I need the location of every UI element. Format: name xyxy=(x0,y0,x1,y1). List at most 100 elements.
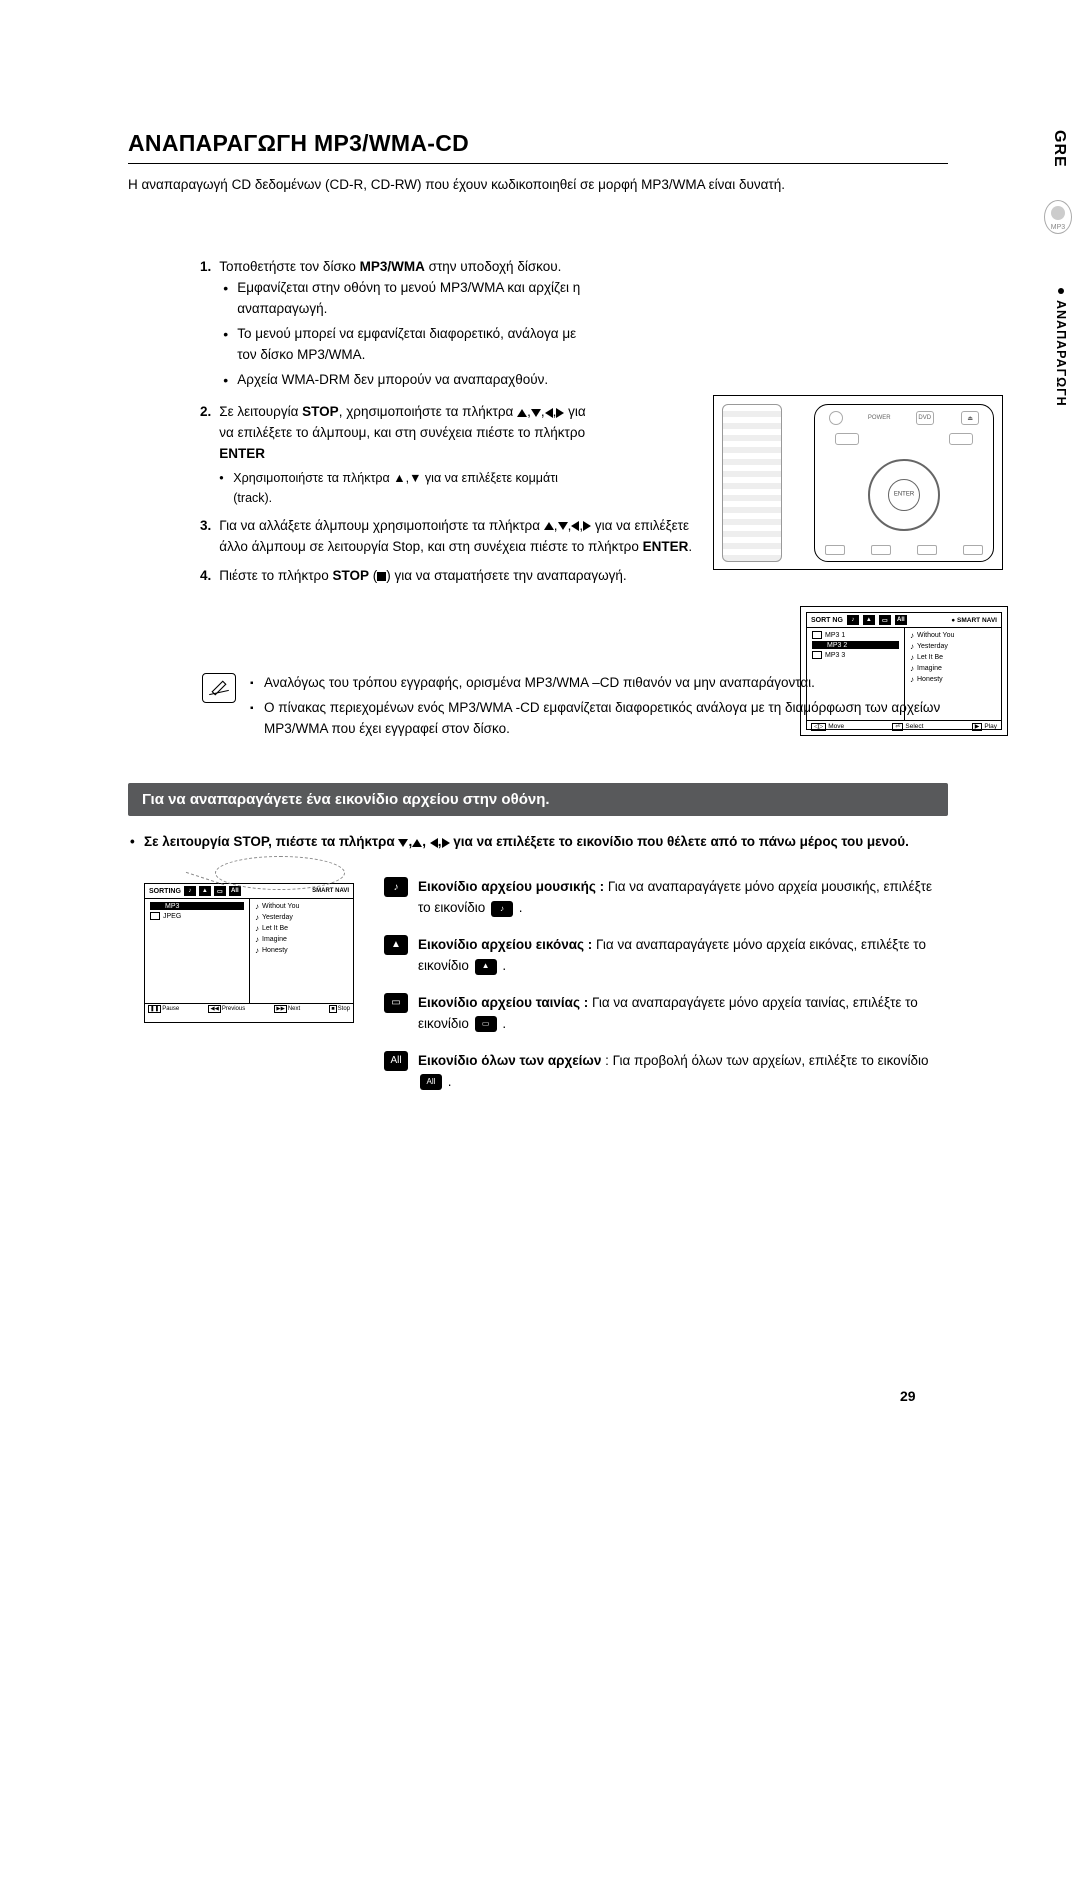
step-1: 1. Τοποθετήστε τον δίσκο MP3/WMA στην υπ… xyxy=(200,257,588,395)
remote-button xyxy=(917,545,937,555)
all-files-icon: All xyxy=(229,886,241,896)
remote-mini-icon xyxy=(722,404,782,562)
list-item: MP3 1 xyxy=(825,632,845,639)
image-file-icon: ▲ xyxy=(863,615,875,625)
list-item: Without You xyxy=(262,903,299,910)
list-item: Let It Be xyxy=(917,654,943,661)
note-item: Ο πίνακας περιεχομένων ενός MP3/WMA -CD … xyxy=(250,698,948,740)
step-text: , χρησιμοποιήστε τα πλήκτρα xyxy=(339,404,517,419)
remote-diagram: POWER DVD ⏏ ENTER xyxy=(713,395,1003,570)
list-item: Yesterday xyxy=(262,914,293,921)
step-text: Σε λειτουργία xyxy=(219,404,302,419)
remote-power-button xyxy=(829,411,843,425)
step-text: Πιέστε το πλήκτρο xyxy=(219,568,332,583)
step-number: 1. xyxy=(200,257,211,395)
step-2: 2. Σε λειτουργία STOP, χρησιμοποιήστε τα… xyxy=(200,402,588,508)
down-arrow-icon xyxy=(558,522,568,530)
remote-label: POWER xyxy=(870,411,888,425)
list-item: MP3 2 xyxy=(827,642,847,649)
down-arrow-icon xyxy=(398,839,408,847)
music-file-icon: ♪ xyxy=(184,886,196,896)
list-item: Let It Be xyxy=(262,925,288,932)
step-bullet: Το μενού μπορεί να εμφανίζεται διαφορετι… xyxy=(223,324,588,366)
note-icon: ♪ xyxy=(910,642,914,651)
step-bold: ENTER xyxy=(219,446,265,461)
step-bullet: Εμφανίζεται στην οθόνη το μενού MP3/WMA … xyxy=(223,278,588,320)
sub-instruction: Σε λειτουργία STOP, πιέστε τα πλήκτρα ,,… xyxy=(128,832,948,853)
remote-closeup: POWER DVD ⏏ ENTER xyxy=(814,404,994,562)
up-arrow-icon xyxy=(517,409,527,417)
up-arrow-icon xyxy=(544,522,554,530)
right-arrow-icon xyxy=(583,521,591,531)
left-arrow-icon xyxy=(571,521,579,531)
foot-label: Stop xyxy=(338,1006,350,1012)
remote-dpad: ENTER xyxy=(868,459,940,531)
note-icon: ♪ xyxy=(255,935,259,944)
icon-def-music: ♪ Εικονίδιο αρχείου μουσικής : Για να αν… xyxy=(384,877,948,919)
remote-eject-button: ⏏ xyxy=(961,411,979,425)
step-sub-bullet: Χρησιμοποιήστε τα πλήκτρα ▲,▼ για να επι… xyxy=(219,469,588,508)
list-item: MP3 xyxy=(165,903,179,910)
step-number: 4. xyxy=(200,566,211,587)
smart-navi-label: SMART NAVI xyxy=(312,888,349,894)
step-4: 4. Πιέστε το πλήκτρο STOP () για να σταμ… xyxy=(200,566,720,587)
step-text: ) για να σταματήσετε την αναπαραγωγή. xyxy=(386,568,626,583)
step-bold: STOP xyxy=(332,568,369,583)
all-files-icon: All xyxy=(895,615,907,625)
note-icon: ♪ xyxy=(910,653,914,662)
step-bold: STOP xyxy=(302,404,339,419)
all-files-icon: All xyxy=(420,1074,442,1090)
mp3-badge-icon: MP3 xyxy=(1044,200,1072,234)
all-files-icon: All xyxy=(384,1051,408,1071)
remote-dvd-button: DVD xyxy=(916,411,934,425)
foot-label: Previous xyxy=(222,1006,245,1012)
icon-definitions: ♪ Εικονίδιο αρχείου μουσικής : Για να αν… xyxy=(384,877,948,1108)
screen-menu-2: SORTING ♪ ▲ ▭ All SMART NAVI MP3 JPEG ♪W… xyxy=(144,883,354,1023)
list-item: MP3 3 xyxy=(825,652,845,659)
foot-label: Play xyxy=(984,723,997,730)
side-section-label: ΑΝΑΠΑΡΑΓΩΓΗ xyxy=(1054,300,1068,407)
folder-icon xyxy=(150,912,160,920)
image-file-icon: ▲ xyxy=(475,959,497,975)
note-icon: ♪ xyxy=(255,913,259,922)
icon-def-image: ▲ Εικονίδιο αρχείου εικόνας : Για να ανα… xyxy=(384,935,948,977)
note-icon: ♪ xyxy=(255,902,259,911)
step-number: 2. xyxy=(200,402,211,508)
remote-button xyxy=(949,433,973,445)
image-file-icon: ▲ xyxy=(384,935,408,955)
up-arrow-icon xyxy=(412,839,422,847)
note-block: Αναλόγως του τρόπου εγγραφής, ορισμένα M… xyxy=(202,673,948,744)
page-content: ΑΝΑΠΑΡΑΓΩΓΗ MP3/WMA-CD Η αναπαραγωγή CD … xyxy=(128,130,948,1109)
right-arrow-icon xyxy=(556,408,564,418)
folder-icon xyxy=(814,641,824,649)
bottom-section: SORTING ♪ ▲ ▭ All SMART NAVI MP3 JPEG ♪W… xyxy=(128,877,948,1108)
stop-square-icon xyxy=(377,572,386,581)
music-file-icon: ♪ xyxy=(384,877,408,897)
left-arrow-icon xyxy=(545,408,553,418)
step-number: 3. xyxy=(200,516,211,558)
left-arrow-icon xyxy=(430,838,438,848)
movie-file-icon: ▭ xyxy=(879,615,891,625)
page-title: ΑΝΑΠΑΡΑΓΩΓΗ MP3/WMA-CD xyxy=(128,130,948,164)
folder-icon xyxy=(812,651,822,659)
sub-heading-bar: Για να αναπαραγάγετε ένα εικονίδιο αρχεί… xyxy=(128,783,948,816)
list-item: Without You xyxy=(917,632,954,639)
movie-file-icon: ▭ xyxy=(214,886,226,896)
foot-label: Pause xyxy=(162,1006,179,1012)
note-pencil-icon xyxy=(202,673,236,703)
list-item: Yesterday xyxy=(917,643,948,650)
list-item: Imagine xyxy=(917,665,942,672)
step-text: Τοποθετήστε τον δίσκο xyxy=(219,259,359,274)
icon-def-movie: ▭ Εικονίδιο αρχείου ταινίας : Για να ανα… xyxy=(384,993,948,1035)
remote-button xyxy=(871,545,891,555)
step-text: στην υποδοχή δίσκου. xyxy=(425,259,562,274)
movie-file-icon: ▭ xyxy=(475,1016,497,1032)
remote-button xyxy=(835,433,859,445)
step-3: 3. Για να αλλάξετε άλμπουμ χρησιμοποιήστ… xyxy=(200,516,720,558)
smart-navi-label: ● SMART NAVI xyxy=(951,617,997,624)
step-bullet: Αρχεία WMA-DRM δεν μπορούν να αναπαραχθο… xyxy=(223,370,588,391)
folder-icon xyxy=(812,631,822,639)
remote-button xyxy=(963,545,983,555)
right-arrow-icon xyxy=(442,838,450,848)
step-text: . xyxy=(688,539,692,554)
